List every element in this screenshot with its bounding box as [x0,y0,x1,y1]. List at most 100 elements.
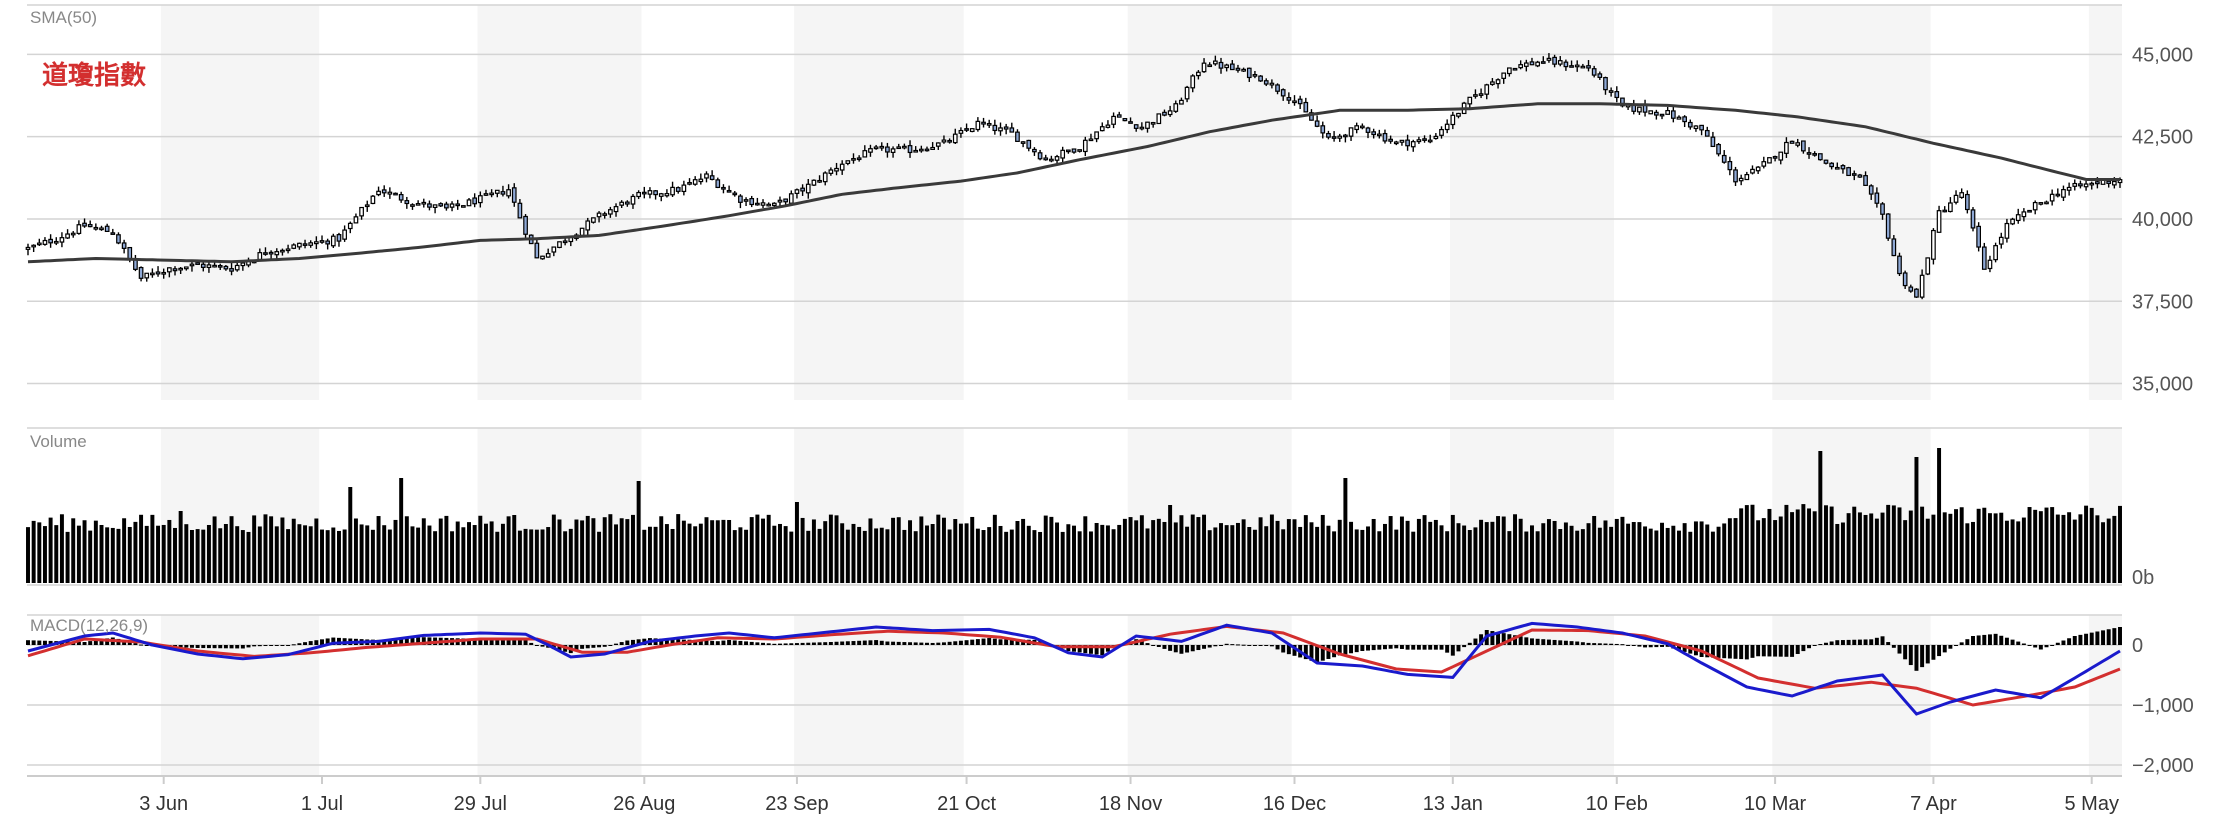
candle [1738,174,1744,186]
candle [1376,129,1382,139]
candle [1891,235,1897,257]
macd-histogram-bar [206,645,211,649]
macd-histogram-bar [506,639,511,645]
volume-bar [65,531,70,583]
candle-body [585,220,591,231]
volume-bar [1987,513,1992,583]
candle-body [212,264,217,268]
candle [229,262,234,276]
candle-body [1360,125,1365,129]
macd-histogram-bar [1315,645,1320,663]
volume-bar [811,519,816,583]
volume-bar [71,518,76,583]
macd-histogram-bar [2095,631,2100,645]
candle-body [53,240,59,244]
candle [647,187,653,199]
volume-bar [1202,514,1207,583]
volume-bar [393,519,398,583]
candle [1065,149,1071,154]
candle-body [1054,156,1060,161]
volume-bar [817,528,822,583]
volume-bar [794,502,799,583]
candle-body [477,195,483,204]
candle-body [602,213,608,216]
candle-body [930,146,936,151]
candle [1620,97,1625,108]
candle-body [998,127,1003,132]
volume-bar [31,520,36,583]
volume-bar [1450,514,1455,583]
candle [670,181,675,197]
candle [1552,54,1557,68]
volume-bar [1496,516,1501,583]
macd-histogram-bar [1145,643,1150,645]
macd-histogram-bar [2044,645,2049,648]
volume-y-axis: 0b [2132,567,2154,589]
macd-histogram-bar [1925,645,1930,664]
candle-body [1343,134,1348,138]
candle-body [65,233,70,239]
volume-bars [26,448,2122,583]
volume-bar [619,518,624,583]
candle-body [166,267,172,273]
volume-bar [161,524,166,583]
volume-bar [1467,530,1472,583]
volume-bar [1354,529,1359,583]
price-y-tick: 42,500 [2132,127,2193,149]
candle [930,142,936,151]
candle [952,128,958,145]
candle [1523,59,1529,72]
candle-body [314,241,319,245]
volume-bar [1575,530,1580,583]
candle-body [1682,116,1687,123]
macd-histogram-bar [184,645,189,648]
volume-bar [1309,522,1314,583]
volume-bar [489,521,494,583]
macd-histogram-bar [1546,639,1551,645]
candle [511,183,517,207]
volume-bar [1846,513,1851,583]
volume-bar [925,525,929,583]
candle-body [93,226,99,230]
candle [602,211,608,219]
macd-histogram-bar [1620,644,1625,646]
volume-bar [1128,517,1133,583]
x-tick-label: 26 Aug [613,793,675,815]
candle [1931,228,1936,265]
volume-bar [563,531,568,583]
candle [104,223,110,233]
volume-bar [416,527,421,583]
candle [1212,55,1218,66]
candle-body [1427,139,1433,143]
volume-bar [1614,518,1619,583]
candle [1196,70,1201,80]
volume-bar [659,516,664,583]
candle-body [1812,153,1818,156]
volume-bar [2033,509,2038,583]
macd-histogram-bar [1275,645,1280,650]
candle-body [902,145,907,149]
candle-body [1874,192,1880,204]
candle-body [935,142,941,147]
candle [902,143,907,150]
macd-histogram-bar [483,639,488,645]
macd-histogram-bar [727,639,732,645]
candle [1733,166,1738,186]
volume-bar [2095,515,2100,583]
candle-body [104,225,110,233]
macd-histogram-bar [1710,645,1715,658]
candle-body [1687,121,1693,128]
candle-body [189,263,195,267]
macd-histogram-bar [1450,645,1455,656]
candle-body [845,160,851,164]
volume-bar [1252,529,1257,583]
candle [466,198,472,207]
candle [1207,62,1213,68]
volume-bar [1824,505,1828,583]
candle [1224,63,1230,72]
volume-bar [1043,515,1048,583]
volume-bar [421,518,426,583]
macd-histogram-bar [1965,639,1970,645]
volume-bar [2106,518,2111,583]
volume-bar [1190,514,1195,583]
